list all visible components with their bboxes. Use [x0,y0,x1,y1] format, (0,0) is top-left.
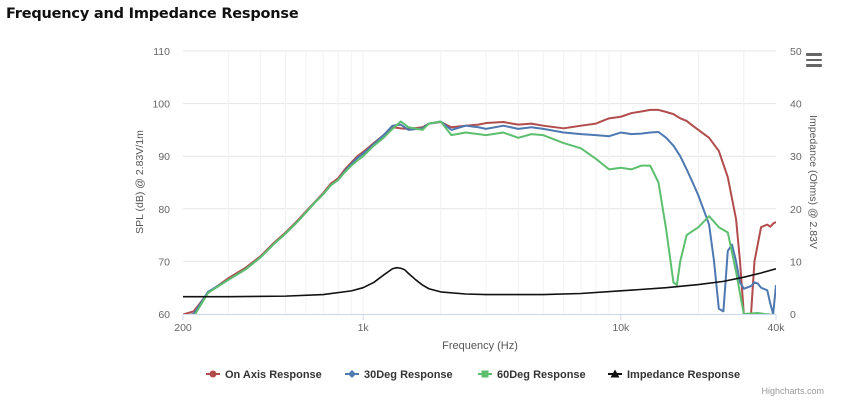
chart-title: Frequency and Impedance Response [6,6,299,22]
series-line-0 [183,108,776,314]
legend-marker-diamond [348,370,356,378]
y2-tick-label: 20 [790,204,802,216]
y2-axis-label: Impedance (Ohms) @ 2.83V [807,115,819,249]
x-axis-label: Frequency (Hz) [442,340,518,352]
legend-marker-triangle [610,369,620,378]
legend: On Axis Response 30Deg Response 60Deg Resp… [206,369,740,381]
legend-label: On Axis Response [225,369,322,381]
x-tick-label: 200 [174,322,192,334]
y-axis-label: SPL (dB) @ 2.83V/1m [134,130,146,234]
legend-item[interactable]: 30Deg Response [345,369,453,381]
y2-tick-label: 30 [790,151,802,163]
legend-label: Impedance Response [627,369,740,381]
series-line-1 [189,120,776,314]
y-tick-label: 90 [158,151,170,163]
axes-layer: 60 70 80 90 100 110 0 10 20 30 40 50 200 1k 10k 40k [152,46,801,334]
y-tick-label: 80 [158,204,170,216]
series-line-3 [183,266,776,298]
legend-marker-square [481,370,489,378]
series-line-2 [194,120,776,314]
y-tick-label: 100 [152,99,170,111]
series-layer [183,108,776,314]
legend-item[interactable]: On Axis Response [206,369,322,381]
y2-tick-label: 50 [790,46,802,58]
legend-item[interactable]: Impedance Response [608,369,740,381]
y2-tick-label: 40 [790,99,802,111]
legend-label: 30Deg Response [364,369,453,381]
legend-label: 60Deg Response [497,369,586,381]
y-tick-label: 110 [153,46,170,58]
credits-link[interactable]: Highcharts.com [761,386,824,396]
legend-marker-circle [209,370,217,378]
legend-item[interactable]: 60Deg Response [478,369,586,381]
y-tick-label: 60 [158,309,170,321]
x-tick-label: 1k [358,322,370,334]
y2-tick-label: 10 [790,256,802,268]
x-tick-label: 40k [768,322,786,334]
menu-icon[interactable] [806,53,822,67]
y-tick-label: 70 [158,256,170,268]
y2-tick-label: 0 [790,309,796,321]
x-tick-label: 10k [612,322,630,334]
gridlines [183,50,776,314]
